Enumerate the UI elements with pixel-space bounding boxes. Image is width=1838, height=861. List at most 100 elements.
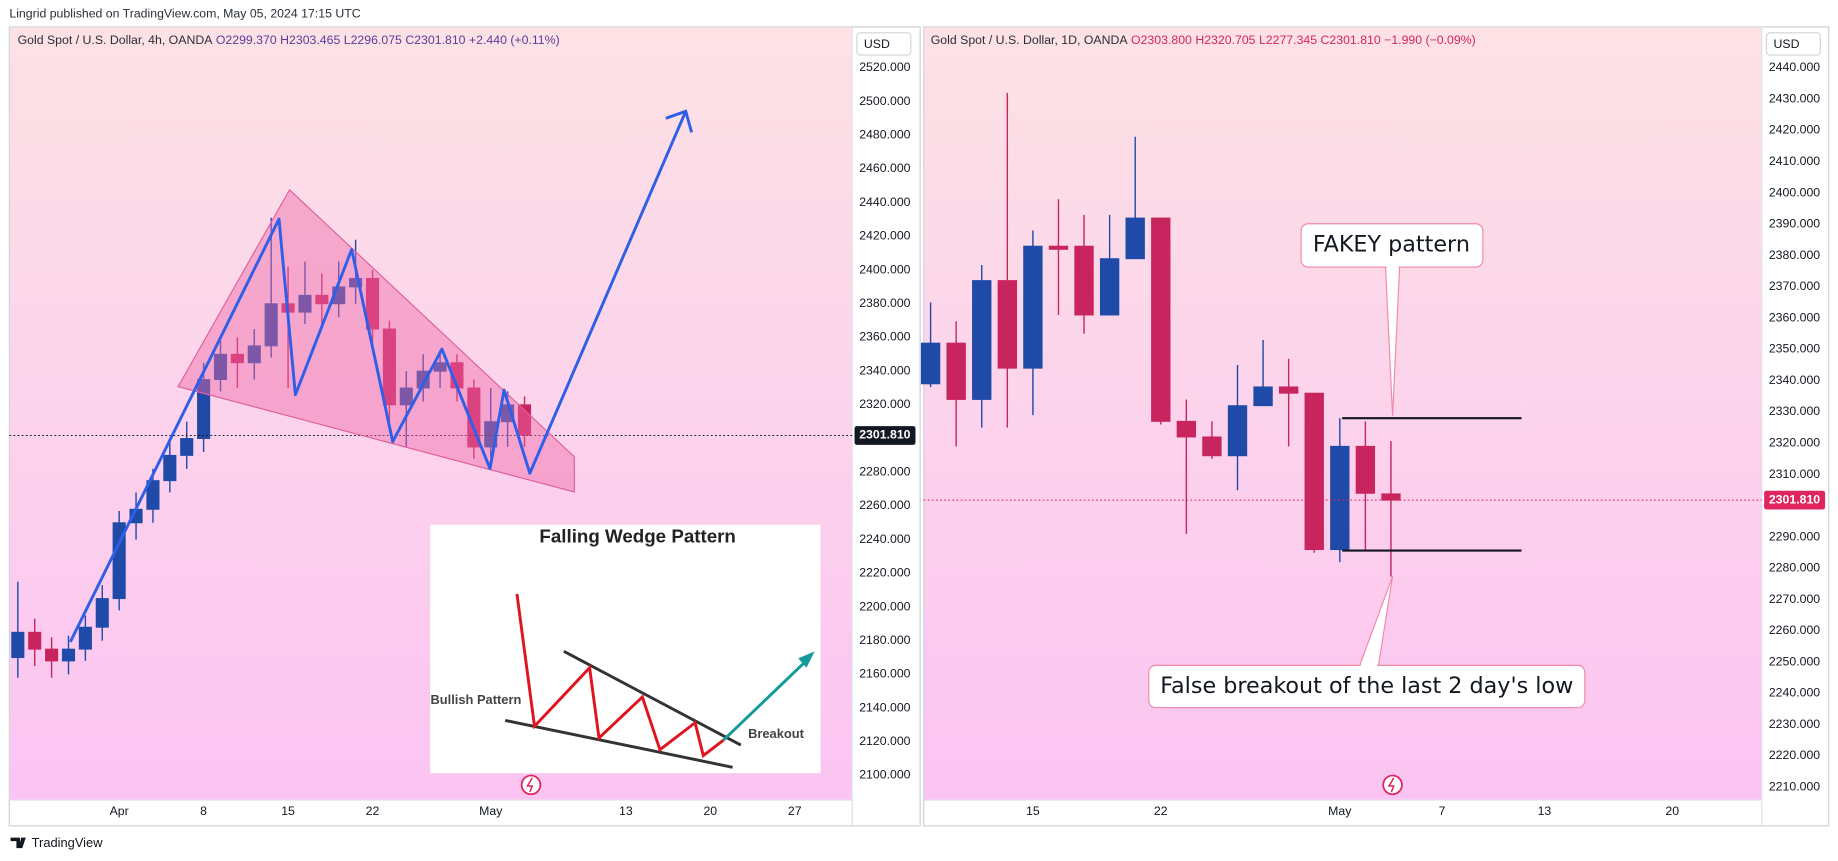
x-tick-label: 22 <box>366 804 380 818</box>
candle-body <box>382 328 396 406</box>
y-tick-label: 2240.000 <box>1769 686 1820 700</box>
candles <box>920 92 1762 577</box>
x-tick-label: 20 <box>703 804 717 818</box>
y-axis-bg <box>1761 26 1830 827</box>
candle-body <box>1227 405 1248 457</box>
publisher: Lingrid published on TradingView.com, Ma… <box>9 6 360 20</box>
y-tick-label: 2260.000 <box>1769 623 1820 637</box>
x-tick-label: 15 <box>281 804 295 818</box>
inset-line <box>504 718 733 769</box>
y-tick-label: 2200.000 <box>859 599 910 613</box>
candle-body <box>11 631 25 659</box>
arrow-head <box>665 109 694 133</box>
callout-pointer <box>1359 576 1394 666</box>
wedge <box>177 188 575 493</box>
x-tick-label: 15 <box>1026 804 1040 818</box>
candle-body <box>946 342 966 400</box>
candle-body <box>1355 445 1376 494</box>
y-tick-label: 2400.000 <box>859 262 910 276</box>
currency-box[interactable] <box>1765 32 1822 56</box>
candle-body <box>95 598 109 628</box>
candle-body <box>365 278 380 330</box>
candle-body <box>972 280 992 400</box>
y-tick-label: 2380.000 <box>859 296 910 310</box>
ohlc: H2320.705 <box>1195 33 1255 47</box>
y-tick-label: 2220.000 <box>859 566 910 580</box>
candle-body <box>399 387 413 406</box>
callout-text: FAKEY pattern <box>1313 231 1470 257</box>
candle-body <box>1151 217 1171 422</box>
candles <box>9 217 853 678</box>
callout-text: False breakout of the last 2 day's low <box>1160 673 1573 699</box>
candle-body <box>1176 420 1197 438</box>
y-tick-label: 2290.000 <box>1769 529 1820 543</box>
y-tick-label: 2240.000 <box>859 532 910 546</box>
chart-title: Gold Spot / U.S. Dollar, 4h, OANDA <box>18 33 214 47</box>
brand: TradingView <box>32 835 104 850</box>
ohlc: L2277.345 <box>1259 33 1317 47</box>
candle-body <box>1253 386 1273 407</box>
inset-arrow-head <box>798 651 815 668</box>
candle-body <box>1099 258 1120 316</box>
candle-body <box>298 294 312 313</box>
candle-body <box>1304 392 1324 551</box>
x-tick-label: 8 <box>200 804 207 818</box>
icon[interactable] <box>520 774 542 796</box>
y-tick-label: 2320.000 <box>1769 435 1820 449</box>
y-tick-label: 2280.000 <box>1769 561 1820 575</box>
panel-border <box>8 26 921 827</box>
y-tick-label: 2410.000 <box>1769 154 1820 168</box>
x-tick-label: 7 <box>1439 804 1446 818</box>
currency: USD <box>864 37 890 51</box>
currency-box[interactable] <box>856 32 912 56</box>
panel-border <box>923 26 1830 827</box>
candle-body <box>315 294 329 305</box>
inset <box>430 524 821 774</box>
y-tick-label: 2440.000 <box>859 195 910 209</box>
callout-pointer <box>1384 267 1401 416</box>
currency: USD <box>1774 37 1800 51</box>
y-tick-label: 2210.000 <box>1769 780 1820 794</box>
x-tick-label: May <box>1328 804 1352 818</box>
candle-body <box>112 522 126 600</box>
candle-body <box>1048 245 1069 250</box>
inset-zigzag <box>515 593 725 759</box>
candle-body <box>997 280 1017 369</box>
candle-body <box>1202 436 1222 457</box>
y-tick-label: 2520.000 <box>859 60 910 74</box>
candle-body <box>264 303 278 347</box>
y-tick-label: 2260.000 <box>859 498 910 512</box>
chart-legend: Gold Spot / U.S. Dollar, 1D, OANDA O2303… <box>931 33 1476 47</box>
icon-glyph <box>526 777 534 793</box>
y-tick-label: 2390.000 <box>1769 217 1820 231</box>
y-tick-label: 2180.000 <box>859 633 910 647</box>
candle-body <box>78 626 92 650</box>
x-tick-label: 22 <box>1154 804 1168 818</box>
y-tick-label: 2230.000 <box>1769 717 1820 731</box>
price-label: 2301.810 <box>859 428 910 442</box>
y-tick-label: 2500.000 <box>859 94 910 108</box>
candle-body <box>163 454 177 482</box>
candle-body <box>61 648 76 662</box>
price-label-box <box>1764 490 1826 510</box>
icon[interactable] <box>1382 774 1403 796</box>
y-tick-label: 2440.000 <box>1769 60 1820 74</box>
x-tick-label: 13 <box>619 804 633 818</box>
candle-body <box>920 342 941 385</box>
ohlc: L2296.075 <box>344 33 402 47</box>
candle-body <box>416 370 430 389</box>
callout-joint <box>1386 264 1399 270</box>
price-label-box <box>854 426 916 445</box>
ohlc: −1.990 (−0.09%) <box>1384 33 1476 47</box>
x-axis-bg <box>8 799 853 827</box>
y-tick-label: 2420.000 <box>1769 123 1820 137</box>
y-tick-label: 2340.000 <box>1769 373 1820 387</box>
ohlc: H2303.465 <box>280 33 340 47</box>
logo <box>10 837 26 849</box>
chart-title: Gold Spot / U.S. Dollar, 1D, OANDA <box>931 33 1129 47</box>
callout-joint <box>1360 663 1378 668</box>
candle-body <box>28 631 42 650</box>
y-tick-label: 2220.000 <box>1769 748 1820 762</box>
x-tick-label: 20 <box>1665 804 1679 818</box>
